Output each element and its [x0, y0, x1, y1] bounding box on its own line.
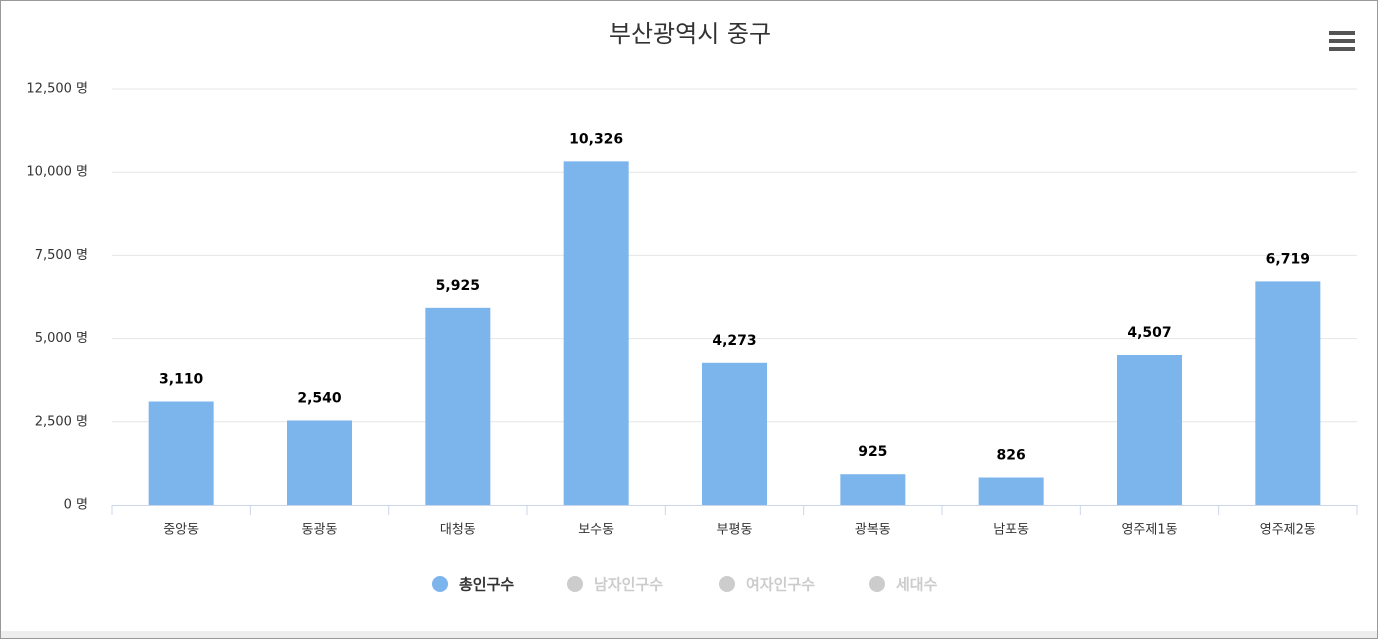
y-tick-label: 2,500 명 — [35, 414, 88, 429]
y-tick-label: 7,500 명 — [35, 248, 88, 263]
bar — [148, 401, 214, 505]
x-tick-label: 동광동 — [302, 523, 338, 538]
legend-label[interactable]: 여자인구수 — [746, 576, 815, 594]
x-tick-label: 부평동 — [717, 523, 753, 538]
bottom-strip — [1, 631, 1377, 638]
x-tick-label: 영주제1동 — [1121, 523, 1177, 538]
data-label: 6,719 — [1266, 251, 1310, 267]
bar — [287, 420, 352, 505]
x-tick-label: 영주제2동 — [1260, 523, 1316, 538]
data-label: 925 — [858, 444, 887, 460]
bar — [425, 307, 491, 505]
y-tick-label: 0 명 — [64, 498, 88, 513]
bar — [702, 362, 767, 505]
x-tick-label: 보수동 — [578, 523, 614, 538]
legend-label[interactable]: 남자인구수 — [594, 576, 663, 594]
bar — [1117, 355, 1182, 505]
chart-title: 부산광역시 중구 — [609, 20, 771, 48]
y-tick-label: 5,000 명 — [35, 331, 88, 346]
x-tick-label: 중앙동 — [163, 523, 199, 538]
legend-marker[interactable] — [719, 576, 735, 592]
y-tick-label: 12,500 명 — [26, 82, 88, 97]
menu-button[interactable] — [1329, 31, 1355, 51]
data-label: 2,540 — [297, 390, 342, 406]
legend-marker[interactable] — [869, 576, 885, 592]
data-label: 3,110 — [159, 371, 204, 387]
legend-label[interactable]: 세대수 — [896, 576, 938, 594]
data-label: 5,925 — [436, 278, 480, 294]
bar — [563, 161, 629, 506]
legend-marker[interactable] — [432, 576, 448, 592]
bar — [978, 477, 1044, 505]
menu-bar — [1329, 47, 1355, 51]
y-tick-label: 10,000 명 — [26, 165, 88, 180]
legend-marker[interactable] — [567, 576, 583, 592]
menu-bar — [1329, 31, 1355, 35]
bar — [1255, 281, 1321, 505]
x-tick-label: 대청동 — [440, 523, 476, 538]
menu-bar — [1329, 39, 1355, 43]
bar — [840, 474, 906, 505]
data-label: 826 — [997, 448, 1026, 464]
x-tick-label: 광복동 — [855, 523, 891, 538]
data-label: 4,507 — [1127, 325, 1171, 341]
x-tick-label: 남포동 — [993, 523, 1029, 538]
data-label: 4,273 — [712, 333, 756, 349]
data-label: 10,326 — [569, 131, 623, 147]
legend-label[interactable]: 총인구수 — [459, 576, 514, 594]
